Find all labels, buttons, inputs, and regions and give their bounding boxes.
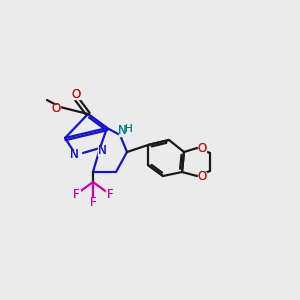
Text: O: O — [197, 169, 207, 182]
Bar — [198, 144, 206, 152]
Text: N: N — [118, 124, 126, 137]
Text: O: O — [71, 88, 81, 101]
Text: O: O — [51, 103, 61, 116]
Bar — [71, 151, 80, 160]
Text: O: O — [197, 169, 207, 182]
Text: N: N — [98, 145, 106, 158]
Text: O: O — [197, 142, 207, 154]
Text: F: F — [73, 188, 79, 200]
Text: O: O — [197, 142, 207, 154]
Text: O: O — [71, 88, 81, 101]
Text: N: N — [98, 145, 106, 158]
Text: F: F — [73, 188, 79, 200]
Text: O: O — [51, 103, 61, 116]
Bar — [106, 190, 114, 198]
Bar — [52, 105, 60, 113]
Text: H: H — [124, 124, 132, 134]
Text: N: N — [70, 148, 78, 161]
Text: H: H — [124, 124, 132, 134]
Text: F: F — [90, 196, 96, 208]
Bar — [72, 91, 80, 99]
Bar — [89, 198, 97, 206]
Bar — [72, 190, 80, 198]
Bar — [98, 146, 106, 155]
Text: N: N — [70, 148, 78, 161]
Bar — [198, 172, 206, 180]
Text: F: F — [107, 188, 113, 200]
Text: N: N — [118, 124, 126, 137]
Bar — [119, 127, 133, 136]
Text: F: F — [90, 196, 96, 208]
Text: F: F — [107, 188, 113, 200]
